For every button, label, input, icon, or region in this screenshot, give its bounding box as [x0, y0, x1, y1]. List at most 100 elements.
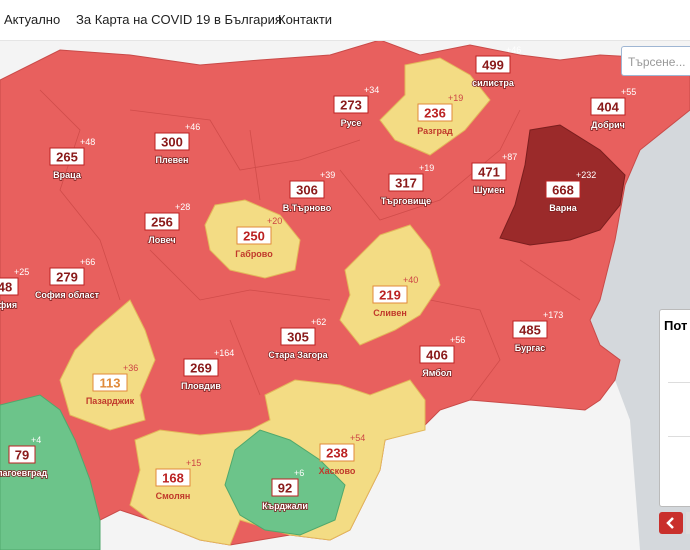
region-name: Стара Загора — [268, 350, 328, 360]
region-name: Пловдив — [181, 381, 221, 391]
value-box — [92, 373, 128, 392]
region-name: Сливен — [373, 308, 407, 318]
region-delta: +232 — [576, 170, 596, 180]
region-value: 499 — [482, 58, 504, 73]
region-value: 48 — [0, 280, 12, 295]
region-value: 168 — [162, 471, 184, 486]
borders — [39, 89, 581, 401]
region-green — [0, 394, 101, 550]
next-button[interactable] — [686, 512, 690, 534]
value-box — [388, 173, 424, 192]
value-box — [372, 285, 408, 304]
region-yellow — [59, 299, 156, 431]
region-delta: +87 — [502, 152, 517, 162]
region-value: 305 — [287, 330, 309, 345]
region-delta: +19 — [419, 163, 434, 173]
value-box — [417, 103, 453, 122]
search-input[interactable]: Търсене... — [621, 46, 690, 76]
region-delta: +55 — [621, 87, 636, 97]
region-name: София област — [35, 290, 100, 300]
region-delta: +36 — [123, 363, 138, 373]
value-box — [319, 443, 355, 462]
region-name: Кърджали — [262, 501, 308, 511]
region-delta: +66 — [80, 257, 95, 267]
region-value: 273 — [340, 98, 362, 113]
nav-link[interactable]: За Карта на COVID 19 в България — [76, 12, 282, 27]
value-box — [0, 277, 19, 296]
side-panel: Пот — [659, 309, 690, 507]
region-value: 306 — [296, 183, 318, 198]
labels: 499+46силистра273+34Русе236+19Разград404… — [0, 45, 636, 512]
region-value: 279 — [56, 270, 78, 285]
region-name: Плевен — [156, 155, 189, 165]
region-value: 92 — [278, 481, 292, 496]
region-delta: +19 — [448, 93, 463, 103]
region-name: Габрово — [235, 249, 273, 259]
value-box — [236, 226, 272, 245]
region-delta: +56 — [450, 335, 465, 345]
value-box — [183, 358, 219, 377]
value-box — [333, 95, 369, 114]
value-box — [590, 97, 626, 116]
region-delta: +54 — [350, 433, 365, 443]
region-value: 317 — [395, 176, 417, 191]
nav-link[interactable]: Контакти — [278, 12, 333, 27]
value-box — [280, 327, 316, 346]
value-box — [512, 320, 548, 339]
region-delta: +40 — [403, 275, 418, 285]
nav-link[interactable]: Актуално — [4, 12, 61, 27]
region-delta: +25 — [14, 267, 29, 277]
divider — [668, 436, 690, 437]
divider — [668, 382, 690, 383]
region-value: 79 — [15, 448, 29, 463]
region-delta: +46 — [185, 122, 200, 132]
region-delta: +46 — [506, 45, 521, 55]
region-delta: +34 — [364, 85, 379, 95]
region-delta: +4 — [31, 435, 41, 445]
region-name: Ловеч — [148, 235, 175, 245]
region-value: 250 — [243, 229, 265, 244]
value-box — [155, 468, 191, 487]
region-value: 300 — [161, 135, 183, 150]
value-box — [8, 445, 36, 464]
value-box — [475, 55, 511, 74]
region-value: 269 — [190, 361, 212, 376]
region-name: В.Търново — [283, 203, 332, 213]
region-name: Ямбол — [422, 368, 452, 378]
region-name: Пазарджик — [86, 396, 135, 406]
region-value: 668 — [552, 183, 574, 198]
region-value: 113 — [100, 376, 121, 391]
value-box — [154, 132, 190, 151]
value-box — [471, 162, 507, 181]
value-box — [289, 180, 325, 199]
region-name: Смолян — [156, 491, 191, 501]
prev-button[interactable] — [659, 512, 683, 534]
region-value: 485 — [519, 323, 541, 338]
region-name: Русе — [341, 118, 362, 128]
map: 499+46силистра273+34Русе236+19Разград404… — [0, 40, 690, 550]
region-value: 404 — [597, 100, 619, 115]
value-box — [144, 212, 180, 231]
region-name: Враца — [53, 170, 82, 180]
region-delta: +173 — [543, 310, 563, 320]
panel-title: Пот — [664, 318, 688, 333]
region-delta: +164 — [214, 348, 234, 358]
region-delta: +62 — [311, 317, 326, 327]
region-name: Добрич — [591, 120, 625, 130]
region-name: лагоевград — [0, 468, 47, 478]
region-name: Хасково — [319, 466, 356, 476]
region-delta: +39 — [320, 170, 335, 180]
region-delta: +15 — [186, 458, 201, 468]
region-value: 238 — [326, 446, 348, 461]
region-value: 236 — [424, 106, 446, 121]
region-name: силистра — [472, 78, 515, 88]
region-delta: +6 — [294, 468, 304, 478]
region-value: 256 — [151, 215, 173, 230]
region-name: офия — [0, 300, 17, 310]
value-box — [49, 147, 85, 166]
navbar: Актуално За Карта на COVID 19 в България… — [0, 0, 690, 41]
region-name: Бургас — [515, 343, 546, 353]
region-delta: +20 — [267, 216, 282, 226]
region-value: 406 — [426, 348, 448, 363]
